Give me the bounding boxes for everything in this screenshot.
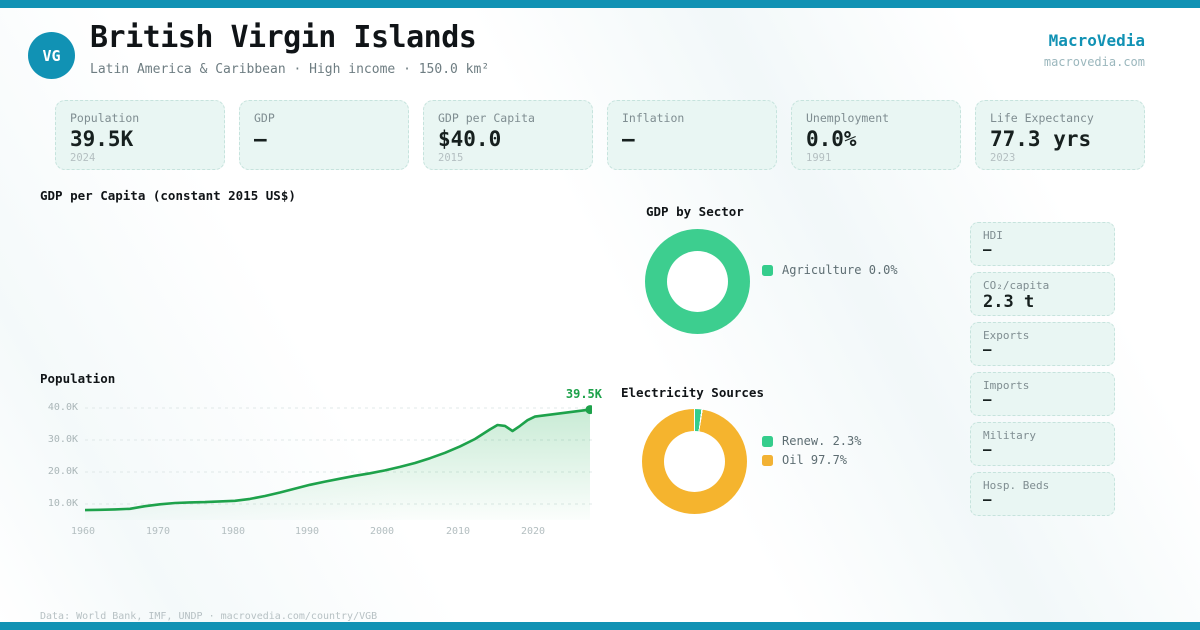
side-card-imports: Imports — [970,372,1115,416]
population-end-label: 39.5K [565,387,602,401]
stat-card-gdp-per-capita: GDP per Capita $40.0 2015 [423,100,593,170]
country-code-badge: VG [28,32,75,79]
side-value: — [983,242,992,258]
brand-block: MacroVedia macrovedia.com [1044,31,1145,69]
gdp-by-sector-donut-chart [645,229,750,334]
page-subtitle: Latin America & Caribbean · High income … [90,62,490,77]
stats-row: Population 39.5K 2024 GDP — GDP per Capi… [55,100,1145,170]
page-title: British Virgin Islands [90,20,477,55]
y-axis-tick: 10.0K [47,498,78,509]
population-end-dot [585,405,592,415]
oil-legend-label: Oil 97.7% [782,453,848,467]
oil-legend-swatch [762,454,773,466]
gdp-per-capita-chart-title: GDP per Capita (constant 2015 US$) [40,188,296,203]
stat-card-life-expectancy: Life Expectancy 77.3 yrs 2023 [975,100,1145,170]
x-axis-tick: 2000 [369,526,395,537]
side-value: — [983,342,992,358]
electricity-donut-chart [642,409,747,514]
stat-value: 0.0% [806,127,857,151]
stat-card-unemployment: Unemployment 0.0% 1991 [791,100,961,170]
footer-attribution: Data: World Bank, IMF, UNDP · macrovedia… [40,611,378,622]
electricity-legend-item-renewables: Renew. 2.3% [762,434,861,448]
side-card-hdi: HDI — [970,222,1115,266]
top-accent-bar [0,0,1200,8]
stat-label: GDP per Capita [438,111,535,125]
stat-label: Inflation [622,111,685,125]
population-area-fill [85,409,590,520]
electricity-legend-item-oil: Oil 97.7% [762,453,847,467]
side-label: Hosp. Beds [983,479,1050,492]
agriculture-legend-swatch [762,264,773,276]
stat-value: — [254,127,267,151]
donut-hole [664,431,725,492]
side-label: Military [983,429,1036,442]
side-card-hospital-beds: Hosp. Beds — [970,472,1115,516]
x-axis-tick: 1980 [220,526,246,537]
side-value: — [983,442,992,458]
side-value: — [983,492,992,508]
side-card-exports: Exports — [970,322,1115,366]
side-label: CO₂/capita [983,279,1050,292]
stat-label: Population [70,111,140,125]
stat-year: 2015 [438,152,464,165]
side-value: 2.3 t [983,292,1035,312]
side-card-co2: CO₂/capita 2.3 t [970,272,1115,316]
brand-name: MacroVedia [1048,31,1145,50]
side-card-military: Military — [970,422,1115,466]
x-axis-tick: 2010 [445,526,471,537]
stat-year: 2024 [70,152,96,165]
stat-value: 39.5K [70,127,134,151]
renewables-legend-swatch [762,435,773,447]
side-value: — [983,392,992,408]
population-line [85,408,592,512]
population-line-chart [85,405,592,520]
side-label: Exports [983,329,1030,342]
x-axis-tick: 2020 [520,526,546,537]
y-axis-tick: 40.0K [47,402,78,413]
y-axis-tick: 20.0K [47,466,78,477]
stat-label: Unemployment [806,111,890,125]
x-axis-tick: 1970 [145,526,171,537]
agriculture-legend-label: Agriculture 0.0% [782,263,898,277]
gdp-sector-legend-item: Agriculture 0.0% [762,263,898,277]
stat-value: $40.0 [438,127,502,151]
stat-label: GDP [254,111,275,125]
x-axis-tick: 1960 [70,526,96,537]
country-code: VG [42,46,61,65]
stat-value: — [622,127,635,151]
side-label: HDI [983,229,1003,242]
x-axis-tick: 1990 [294,526,320,537]
gdp-by-sector-title: GDP by Sector [646,204,744,219]
header: British Virgin Islands Latin America & C… [90,20,489,77]
side-label: Imports [983,379,1030,392]
stat-card-gdp: GDP — [239,100,409,170]
population-chart-title: Population [40,371,116,386]
stat-card-population: Population 39.5K 2024 [55,100,225,170]
bottom-accent-bar [0,622,1200,630]
stat-card-inflation: Inflation — [607,100,777,170]
y-axis-tick: 30.0K [47,434,78,445]
electricity-sources-title: Electricity Sources [621,385,764,400]
stat-value: 77.3 yrs [990,127,1092,151]
brand-domain: macrovedia.com [1043,55,1145,69]
renewables-legend-label: Renew. 2.3% [782,434,862,448]
stat-label: Life Expectancy [990,111,1094,125]
stat-year: 1991 [806,152,832,165]
stat-year: 2023 [990,152,1016,165]
donut-hole [667,251,728,312]
